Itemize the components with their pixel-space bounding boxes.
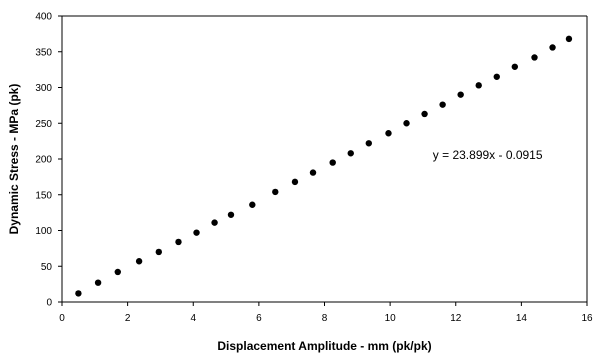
data-point: [565, 35, 573, 43]
data-points: [75, 35, 573, 297]
data-point: [211, 219, 218, 226]
y-tick-label: 0: [46, 298, 52, 309]
data-point: [475, 82, 482, 89]
data-point: [421, 110, 428, 118]
x-tick-label: 10: [385, 313, 397, 324]
y-tick-label: 50: [41, 262, 53, 273]
data-point: [155, 248, 162, 256]
x-tick-label: 16: [581, 313, 593, 324]
y-tick-label: 250: [35, 119, 52, 130]
data-point: [385, 130, 392, 137]
data-point: [457, 91, 464, 98]
data-point: [347, 150, 354, 157]
y-axis-title: Dynamic Stress - MPa (pk): [7, 84, 21, 235]
y-tick-label: 400: [35, 12, 52, 23]
data-point: [493, 73, 500, 80]
y-tick-label: 350: [35, 47, 52, 58]
data-point: [75, 290, 82, 297]
data-point: [549, 44, 556, 51]
data-point: [365, 140, 372, 147]
y-tick-label: 150: [35, 190, 52, 201]
x-axis-title: Displacement Amplitude - mm (pk/pk): [217, 339, 431, 353]
data-point: [94, 279, 102, 286]
x-tick-label: 0: [59, 313, 65, 324]
data-point: [175, 238, 182, 246]
trendline-equation-label: y = 23.899x - 0.0915: [433, 148, 543, 162]
data-point: [309, 169, 317, 176]
data-point: [249, 201, 256, 208]
x-tick-label: 8: [322, 313, 328, 324]
data-point: [114, 268, 121, 276]
y-axis-ticks: 0 50 100 150 200 250 300 350 400: [35, 12, 62, 309]
data-point: [329, 159, 336, 166]
x-tick-label: 14: [516, 313, 528, 324]
data-point: [511, 63, 519, 70]
x-tick-label: 6: [256, 313, 262, 324]
data-point: [193, 229, 200, 236]
data-point: [531, 54, 538, 61]
x-tick-label: 2: [125, 313, 131, 324]
data-point: [135, 258, 143, 265]
x-axis-ticks: 0 2 4 6 8 10 12 14 16: [59, 302, 593, 324]
x-tick-label: 4: [190, 313, 196, 324]
data-point: [439, 101, 446, 108]
data-point: [403, 120, 410, 127]
data-point: [291, 178, 299, 186]
y-tick-label: 300: [35, 83, 52, 94]
y-tick-label: 200: [35, 155, 52, 166]
data-point: [227, 211, 235, 218]
y-tick-label: 100: [35, 226, 52, 237]
data-point: [272, 188, 279, 196]
x-tick-label: 12: [450, 313, 462, 324]
